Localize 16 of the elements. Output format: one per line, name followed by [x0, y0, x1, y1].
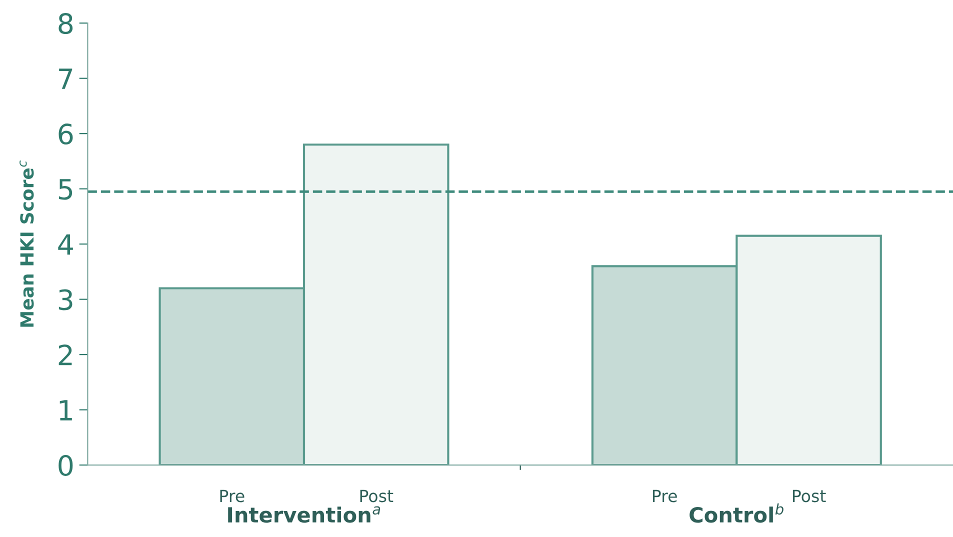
- y-tick-label: 4: [58, 234, 73, 255]
- y-tick-label: 1: [60, 400, 72, 420]
- y-tick-label: 5: [58, 179, 72, 200]
- x-tick-label: Pre: [652, 490, 677, 502]
- y-axis-title: Mean HKI Score$^{c}$: [20, 160, 34, 327]
- y-tick-label: 3: [58, 289, 72, 310]
- x-tick-label: Pre: [220, 490, 244, 502]
- y-tick-label: 7: [59, 68, 72, 89]
- x-tick-label: Post: [792, 490, 826, 502]
- y-tick-label: 0: [58, 454, 73, 476]
- y-tick-label: 8: [58, 13, 73, 34]
- x-tick-label: Post: [360, 490, 394, 502]
- text: Intervention$^{a}$: [228, 506, 380, 523]
- y-tick-label: 2: [58, 344, 72, 366]
- text: Control$^{b}$: [690, 503, 784, 523]
- y-tick-label: 6: [58, 124, 73, 145]
